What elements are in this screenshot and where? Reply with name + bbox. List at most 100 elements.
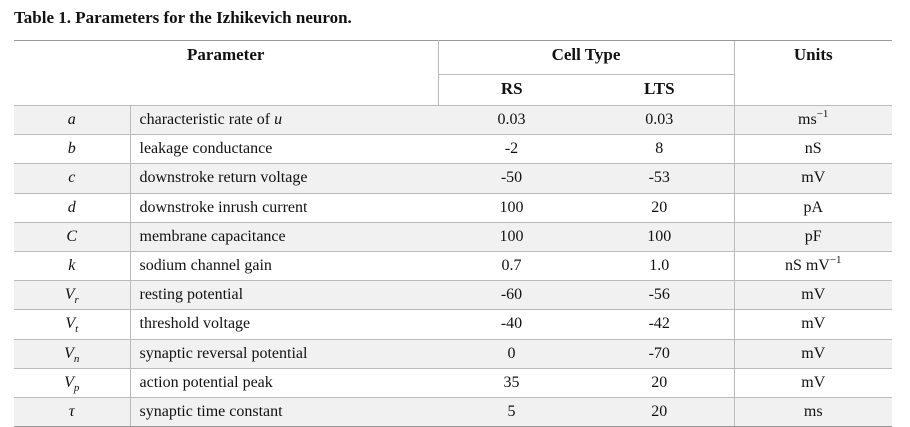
symbol-main: k <box>68 257 76 275</box>
symbol-main: a <box>67 111 76 129</box>
description-text: downstroke inrush current <box>139 198 308 216</box>
unit-text: ms <box>798 111 817 129</box>
parameter-description: threshold voltage <box>130 309 438 339</box>
symbol-subscript: r <box>74 294 79 307</box>
rs-value: 100 <box>438 221 585 252</box>
parameter-symbol: Vp <box>14 367 131 398</box>
lts-value: -42 <box>585 309 734 339</box>
parameter-symbol: Vt <box>14 309 131 339</box>
parameter-description: downstroke inrush current <box>130 192 438 223</box>
lts-value: -70 <box>585 338 734 369</box>
lts-value: 0.03 <box>585 104 734 135</box>
rs-value: -50 <box>438 163 585 194</box>
description-text: characteristic rate of <box>139 111 275 129</box>
symbol-subscript: p <box>73 381 80 394</box>
unit-superscript: −1 <box>829 254 842 267</box>
symbol-main: V <box>64 286 75 304</box>
description-text: synaptic reversal potential <box>139 344 308 362</box>
table-row: a characteristic rate of u 0.03 0.03 ms−1 <box>14 104 892 135</box>
unit-cell: mV <box>733 338 892 369</box>
lts-value: -53 <box>585 163 734 194</box>
symbol-main: V <box>65 315 76 333</box>
parameter-description: resting potential <box>130 280 438 310</box>
symbol-main: V <box>64 373 74 391</box>
rs-value: -60 <box>438 280 585 310</box>
table-row: τ synaptic time constant 5 20 ms <box>14 396 892 427</box>
parameter-symbol: τ <box>14 396 131 427</box>
lts-value: 20 <box>585 396 734 427</box>
parameter-symbol: a <box>14 104 131 135</box>
rs-value: 5 <box>438 396 585 427</box>
parameter-description: action potential peak <box>130 367 438 398</box>
rs-value: 100 <box>438 192 585 223</box>
table-row: d downstroke inrush current 100 20 pA <box>14 192 892 223</box>
unit-cell: nS mV−1 <box>733 250 892 281</box>
header-rs: RS <box>438 74 585 106</box>
header-units: Units <box>733 40 892 106</box>
description-text: synaptic time constant <box>139 402 283 420</box>
rs-value: 0.7 <box>438 250 585 281</box>
parameter-description: synaptic time constant <box>130 396 438 427</box>
table-row: Vt threshold voltage -40 -42 mV <box>14 309 892 339</box>
symbol-main: C <box>66 227 78 245</box>
symbol-main: d <box>67 198 76 216</box>
rs-value: 35 <box>438 367 585 398</box>
unit-cell: ms−1 <box>733 104 892 135</box>
header-parameter: Parameter <box>14 40 439 106</box>
lts-value: -56 <box>585 280 734 310</box>
table-row: k sodium channel gain 0.7 1.0 nS mV−1 <box>14 250 892 281</box>
parameters-table: Parameter Cell Type Units RS LTS a charac… <box>14 40 892 427</box>
unit-cell: pA <box>733 192 892 223</box>
symbol-main: b <box>67 140 76 158</box>
unit-text: mV <box>801 315 826 333</box>
parameter-description: characteristic rate of u <box>130 104 438 135</box>
rs-value: -40 <box>438 309 585 339</box>
parameter-symbol: b <box>14 134 131 164</box>
symbol-main: c <box>68 169 76 187</box>
symbol-main: V <box>64 344 74 362</box>
lts-value: 20 <box>585 367 734 398</box>
parameter-description: leakage conductance <box>130 134 438 164</box>
table-row: Vn synaptic reversal potential 0 -70 mV <box>14 338 892 369</box>
parameter-description: sodium channel gain <box>130 250 438 281</box>
lts-value: 20 <box>585 192 734 223</box>
unit-cell: pF <box>733 221 892 252</box>
unit-text: mV <box>801 373 826 391</box>
header-lts: LTS <box>585 74 734 106</box>
unit-text: pA <box>803 198 824 216</box>
parameter-description: synaptic reversal potential <box>130 338 438 369</box>
parameter-symbol: k <box>14 250 131 281</box>
description-text: membrane capacitance <box>139 227 286 245</box>
description-text: sodium channel gain <box>139 257 272 275</box>
parameter-symbol: Vr <box>14 280 131 310</box>
unit-cell: mV <box>733 309 892 339</box>
unit-text: ms <box>803 402 823 420</box>
unit-text: nS mV <box>784 257 830 275</box>
parameter-symbol: C <box>14 221 131 252</box>
parameter-symbol: d <box>14 192 131 223</box>
unit-text: nS <box>804 140 822 158</box>
description-text: downstroke return voltage <box>139 169 308 187</box>
description-text: resting potential <box>139 286 244 304</box>
lts-value: 1.0 <box>585 250 734 281</box>
description-variable: u <box>274 111 283 129</box>
table-row: b leakage conductance -2 8 nS <box>14 134 892 164</box>
parameter-symbol: Vn <box>14 338 131 369</box>
unit-cell: mV <box>733 163 892 194</box>
rs-value: 0 <box>438 338 585 369</box>
description-text: action potential peak <box>139 373 273 391</box>
table-row: c downstroke return voltage -50 -53 mV <box>14 163 892 194</box>
unit-cell: ms <box>733 396 892 427</box>
header-cell-type: Cell Type <box>438 40 734 75</box>
symbol-main: τ <box>68 402 75 420</box>
unit-cell: mV <box>733 280 892 310</box>
description-text: leakage conductance <box>139 140 273 158</box>
lts-value: 8 <box>585 134 734 164</box>
table-row: Vp action potential peak 35 20 mV <box>14 367 892 398</box>
unit-cell: mV <box>733 367 892 398</box>
parameter-description: membrane capacitance <box>130 221 438 252</box>
unit-superscript: −1 <box>816 108 829 121</box>
table-row: Vr resting potential -60 -56 mV <box>14 280 892 310</box>
symbol-subscript: t <box>75 323 79 336</box>
